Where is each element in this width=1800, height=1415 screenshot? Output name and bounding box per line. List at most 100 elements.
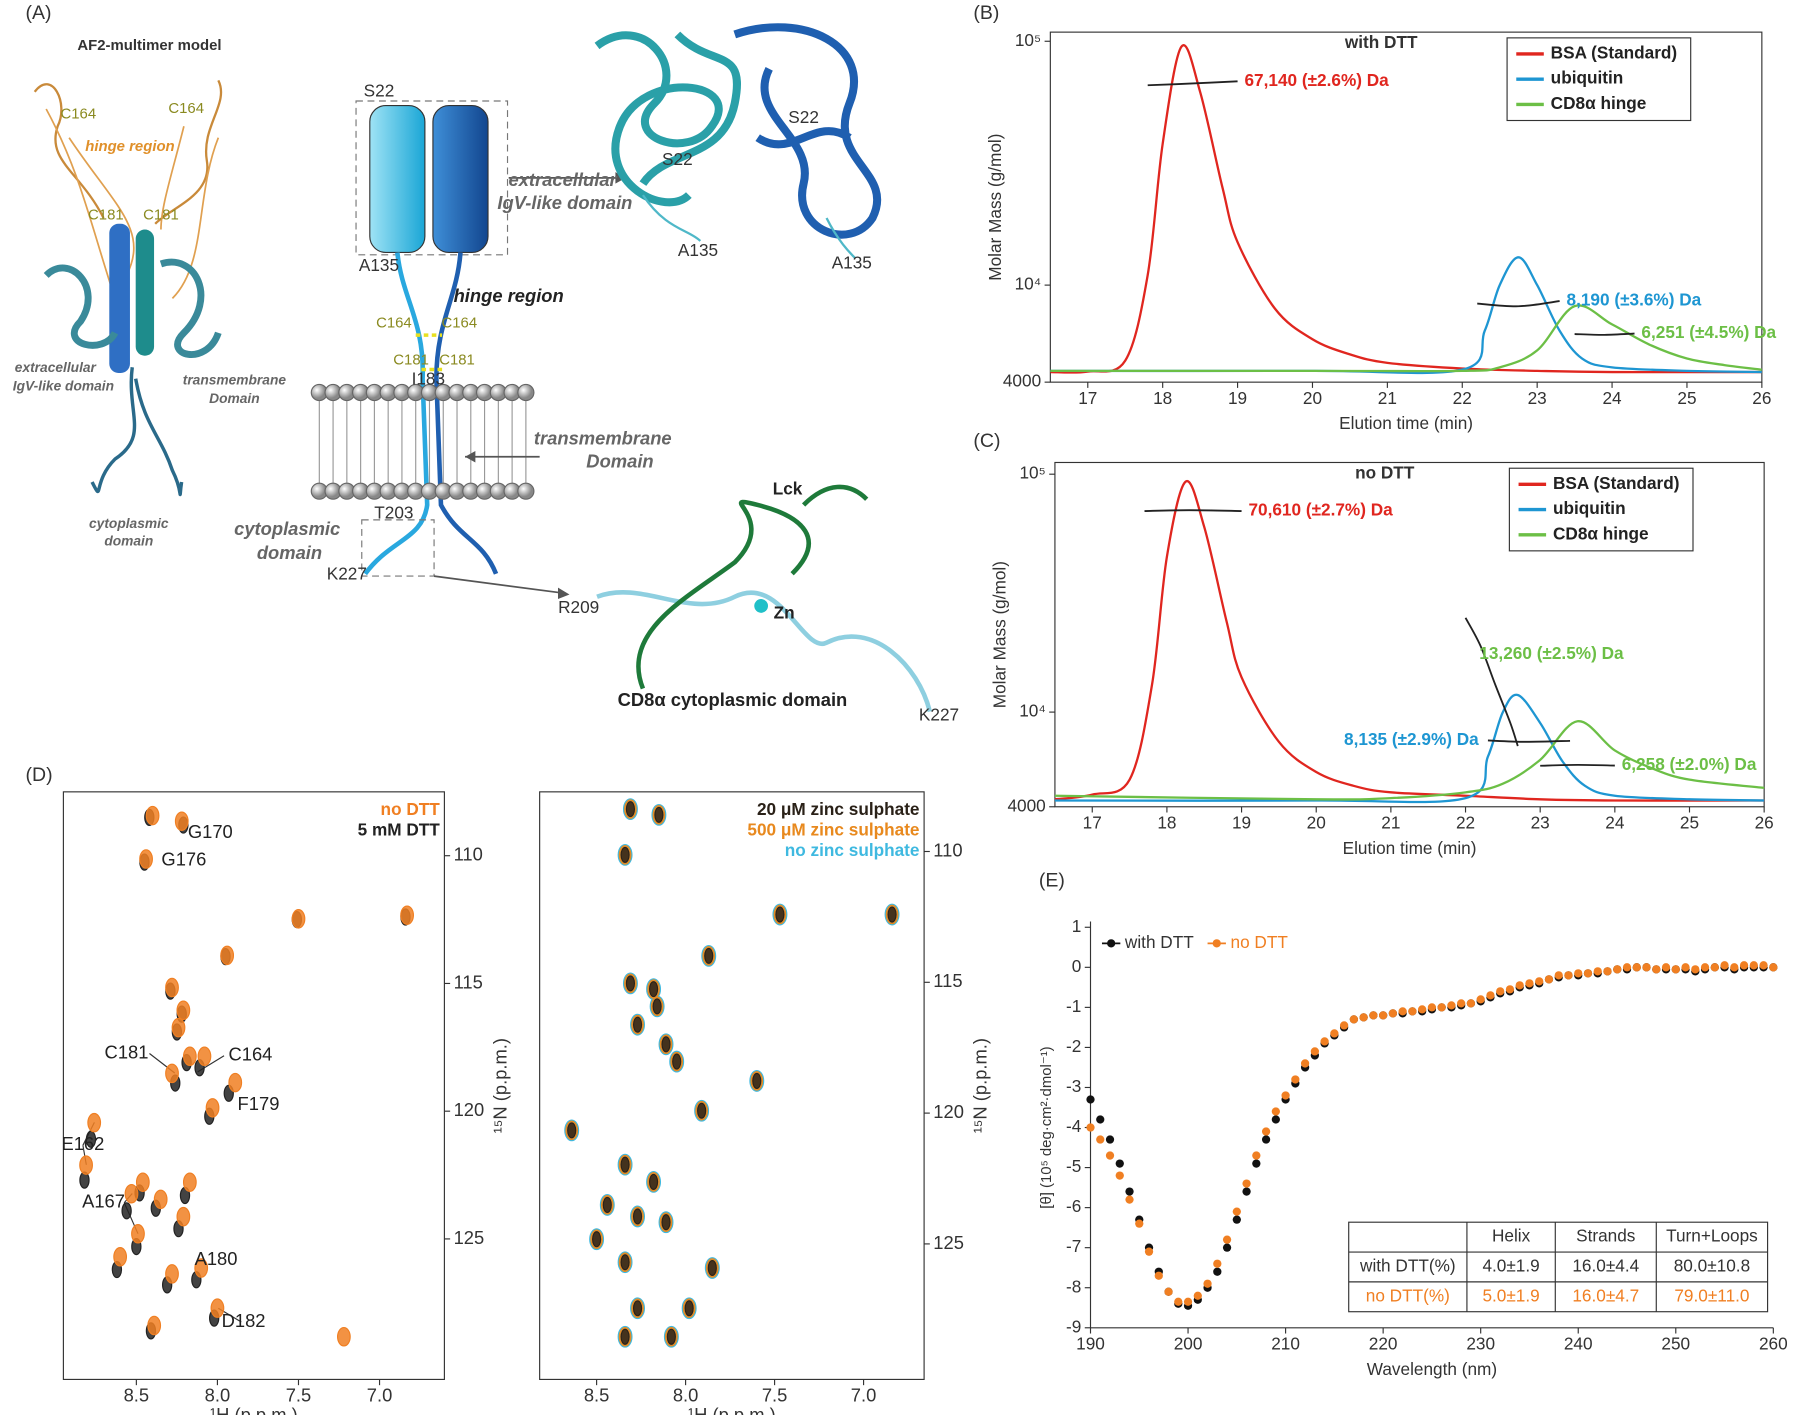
x-tick-label: 200 <box>1174 1334 1203 1354</box>
data-point <box>1691 965 1700 974</box>
data-point <box>1261 1135 1271 1144</box>
peak <box>336 1327 351 1347</box>
chain <box>434 252 499 575</box>
peak <box>291 909 306 929</box>
table-cell: 4.0±1.9 <box>1482 1256 1539 1276</box>
peak <box>147 1315 162 1336</box>
y-tick-label: 125 <box>454 1227 485 1248</box>
peak-label: E162 <box>61 1133 104 1154</box>
chart: 8.5 8.0 7.5 7.0 110 115 120 125 ¹H (p.p.m.) ¹⁵N (… <box>61 791 511 1415</box>
data-point <box>1769 963 1778 972</box>
lipid-bilayer <box>310 383 535 500</box>
peak <box>182 1046 197 1067</box>
helix <box>135 229 155 356</box>
peak <box>174 811 189 831</box>
annotation: Lck <box>773 479 803 499</box>
panel-a-title: AF2-multimer model <box>77 38 221 54</box>
table-cell: 80.0±10.8 <box>1674 1256 1750 1276</box>
annotation: C181 <box>143 208 179 224</box>
annotation: S22 <box>788 107 819 127</box>
mass-label: 6,258 (±2.0%) Da <box>1622 754 1757 774</box>
peak <box>145 805 160 826</box>
data-point <box>1671 965 1680 974</box>
arrow-head <box>558 587 570 600</box>
legend-label: ubiquitin <box>1551 68 1624 88</box>
data-point <box>1310 1047 1319 1056</box>
annotation: C181 <box>393 352 429 368</box>
peak-label: D182 <box>222 1310 266 1331</box>
annotation: A135 <box>359 255 399 275</box>
line-series <box>1050 44 1762 374</box>
peak <box>135 1172 150 1192</box>
table-header: Turn+Loops <box>1666 1226 1758 1246</box>
x-tick-label: 7.5 <box>762 1384 788 1405</box>
x-tick-label: 25 <box>1677 388 1696 408</box>
table-cell: 16.0±4.7 <box>1572 1285 1639 1305</box>
x-tick-label: 220 <box>1369 1334 1398 1354</box>
peak <box>592 1231 602 1248</box>
x-tick-label: 8.5 <box>584 1384 610 1405</box>
line-series <box>1050 304 1762 373</box>
panel-label: (E) <box>1039 870 1065 892</box>
x-axis-label: Elution time (min) <box>1343 838 1477 858</box>
data-point <box>1496 987 1505 996</box>
mass-label: 6,251 (±4.5%) Da <box>1641 322 1776 342</box>
peak <box>752 1072 762 1089</box>
annotation: C164 <box>376 316 412 332</box>
data-point <box>1418 1005 1427 1014</box>
plot-frame <box>62 791 445 1380</box>
y-tick-label: 10⁵ <box>1019 463 1045 483</box>
data-point <box>1105 1151 1115 1160</box>
data-point <box>1486 991 1495 1000</box>
annotation: IgV-like domain <box>13 378 114 393</box>
chart-title: with DTT <box>1344 32 1418 52</box>
y-axis-label: ¹⁵N (p.p.m.) <box>969 1038 990 1133</box>
annotation: transmembrane <box>183 373 287 388</box>
peak <box>602 1196 612 1213</box>
data-point <box>1232 1207 1241 1216</box>
peak <box>620 1254 630 1271</box>
data-point <box>1252 1159 1261 1168</box>
peak <box>220 945 235 966</box>
data-point <box>1125 1187 1134 1196</box>
cyto-ribbon <box>596 590 933 713</box>
annotation: C164 <box>60 107 96 123</box>
y-axis-label: Molar Mass (g/mol) <box>985 134 1005 281</box>
data-point <box>1515 981 1524 990</box>
peak <box>165 1063 179 1084</box>
data-point <box>1427 1003 1437 1012</box>
data-point <box>1096 1115 1105 1124</box>
data-point <box>1330 1029 1339 1038</box>
annotation: domain <box>104 533 153 548</box>
annotation: K227 <box>327 563 367 583</box>
data-point <box>1437 1003 1446 1012</box>
data-point <box>1388 1009 1398 1018</box>
data-point <box>1300 1059 1310 1068</box>
peak <box>176 1206 191 1227</box>
legend-label: 5 mM DTT <box>358 819 441 839</box>
data-point <box>1749 961 1758 970</box>
peak <box>165 1264 179 1284</box>
y-tick-label: 4000 <box>1007 795 1045 815</box>
data-point <box>1603 967 1612 976</box>
data-point <box>1525 979 1534 988</box>
data-point <box>1593 967 1602 976</box>
mass-label: 13,260 (±2.5%) Da <box>1479 643 1624 663</box>
data-point <box>1759 961 1768 970</box>
data-point <box>1613 965 1622 974</box>
peak <box>121 1202 132 1220</box>
data-point <box>1398 1007 1407 1016</box>
peak <box>661 1036 671 1053</box>
lck-ribbon <box>636 484 869 690</box>
annotation: hinge region <box>454 285 564 306</box>
legend-label: CD8α hinge <box>1551 93 1647 113</box>
table-cell: 5.0±1.9 <box>1482 1285 1539 1305</box>
ig-domain <box>733 23 882 239</box>
data-point <box>1086 1095 1095 1104</box>
y-tick-label: -1 <box>1066 996 1081 1016</box>
data-point <box>1213 1267 1222 1276</box>
data-point <box>1242 1187 1251 1196</box>
chart-title: no DTT <box>1355 463 1415 483</box>
x-tick-label: 17 <box>1078 388 1097 408</box>
